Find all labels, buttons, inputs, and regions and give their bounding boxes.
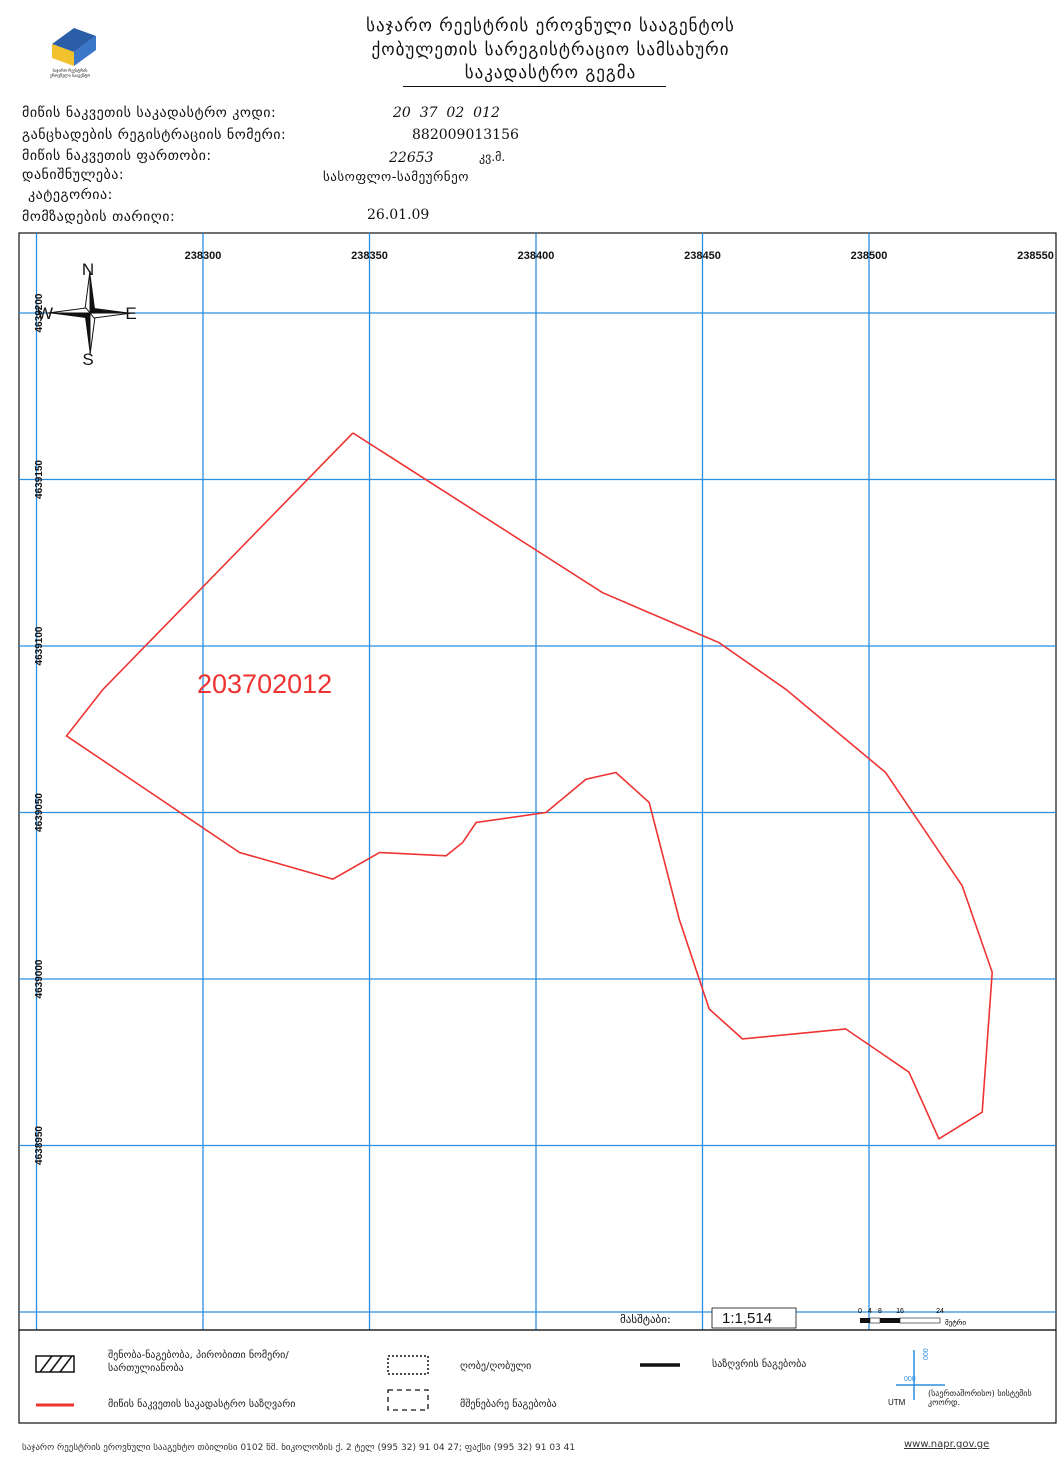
header-underline [403, 86, 666, 87]
utm-tick-x: 000 [904, 1376, 916, 1383]
legend-utm-symbol: 000 000 UTM [888, 1348, 945, 1407]
purpose-value: სასოფლო-სამეურნეო [323, 170, 469, 185]
footer-website[interactable]: www.napr.gov.ge [904, 1439, 990, 1450]
category-label: კატეგორია: [28, 187, 113, 203]
legend-frame [18, 1329, 1057, 1424]
x-tick-label: 238350 [351, 250, 388, 262]
scale-tick-0: 0 [858, 1308, 862, 1315]
header-line-2: ქობულეთის სარეგისტრაციო სამსახური [371, 40, 730, 60]
legend-construction-text: მშენებარე ნაგებობა [460, 1399, 557, 1410]
scale-tick-1: 4 [868, 1308, 872, 1315]
compass-s: S [82, 350, 93, 369]
compass-e: E [125, 304, 136, 323]
application-number-label: განცხადების რეგისტრაციის ნომერი: [22, 127, 287, 143]
scale-label: მასშტაბი: [620, 1313, 671, 1326]
y-tick-label: 4639050 [34, 793, 45, 832]
x-tick-label: 238400 [518, 250, 555, 262]
area-unit: კვ.მ. [479, 150, 506, 164]
legend-fence-symbol [387, 1355, 429, 1375]
y-tick-label: 4639150 [34, 460, 45, 499]
logo-caption-line2: ეროვნული სააგენტო [49, 73, 91, 78]
purpose-label: დანიშნულება: [22, 167, 125, 183]
legend-utm-text: (საერთაშორისო) სისტემის კოორდ. [928, 1389, 1032, 1407]
grid-layer [19, 233, 1056, 1330]
application-number-value: 882009013156 [412, 127, 519, 143]
scale-tick-2: 8 [878, 1308, 882, 1315]
date-label: მომზადების თარიღი: [22, 209, 176, 225]
scale-value-box [711, 1307, 797, 1329]
area-value: 22653 [389, 150, 434, 166]
scale-tick-3: 16 [896, 1308, 904, 1315]
x-tick-label: 238550 [1017, 250, 1054, 262]
cadastral-code-label: მიწის ნაკვეთის საკადასტრო კოდი: [22, 105, 277, 121]
utm-label: UTM [888, 1398, 906, 1407]
header-line-1: საჯარო რეესტრის ეროვნული სააგენტოს [366, 16, 735, 36]
logo-caption-line1: საჯარო რეესტრის [52, 68, 88, 73]
scale-tick-4: 24 [936, 1308, 944, 1315]
x-tick-label: 238300 [185, 250, 222, 262]
x-tick-label: 238450 [684, 250, 721, 262]
y-tick-label: 4639100 [34, 626, 45, 665]
header-line-3: საკადასტრო გეგმა [464, 63, 637, 83]
map-frame [18, 232, 1057, 1331]
footer-address: საჯარო რეესტრის ეროვნული სააგენტო თბილის… [22, 1443, 576, 1453]
scale-bar: 0 4 8 16 24 მეტრი [858, 1308, 966, 1327]
compass-w: W [37, 304, 53, 323]
napr-logo [44, 22, 104, 78]
legend-building-symbol [35, 1355, 75, 1373]
utm-tick-y: 000 [923, 1348, 930, 1360]
date-value: 26.01.09 [367, 207, 430, 223]
legend-construction-symbol [387, 1389, 429, 1411]
cadastral-code-value: 20 37 02 012 [393, 105, 500, 121]
y-tick-label: 4639200 [34, 293, 45, 332]
north-arrow-compass: N S E W [37, 260, 137, 369]
logo-caption: საჯარო რეესტრის ეროვნული სააგენტო [30, 68, 110, 78]
y-tick-label: 4639000 [34, 959, 45, 998]
legend-parcel-boundary-text: მიწის ნაკვეთის საკადასტრო საზღვარი [108, 1399, 296, 1410]
scale-unit: მეტრი [945, 1318, 966, 1327]
legend-fence-text: ღობე/ღობული [460, 1361, 532, 1372]
parcel-label: 203702012 [197, 669, 332, 699]
x-tick-label: 238500 [851, 250, 888, 262]
area-label: მიწის ნაკვეთის ფართობი: [22, 148, 212, 164]
y-tick-label: 4638950 [34, 1126, 45, 1165]
legend-building-text: შენობა-ნაგებობა, პირობითი ნომერი/სართული… [108, 1350, 289, 1374]
scale-value: 1:1,514 [722, 1310, 772, 1327]
parcel-boundary [65, 432, 994, 1140]
compass-n: N [82, 260, 94, 279]
tick-label-layer: 238300 238350 238400 238450 238500 238550 4639… [34, 250, 1054, 1165]
parcel-layer [65, 432, 994, 1140]
legend-boundary-text: საზღვრის ნაგებობა [712, 1359, 807, 1370]
